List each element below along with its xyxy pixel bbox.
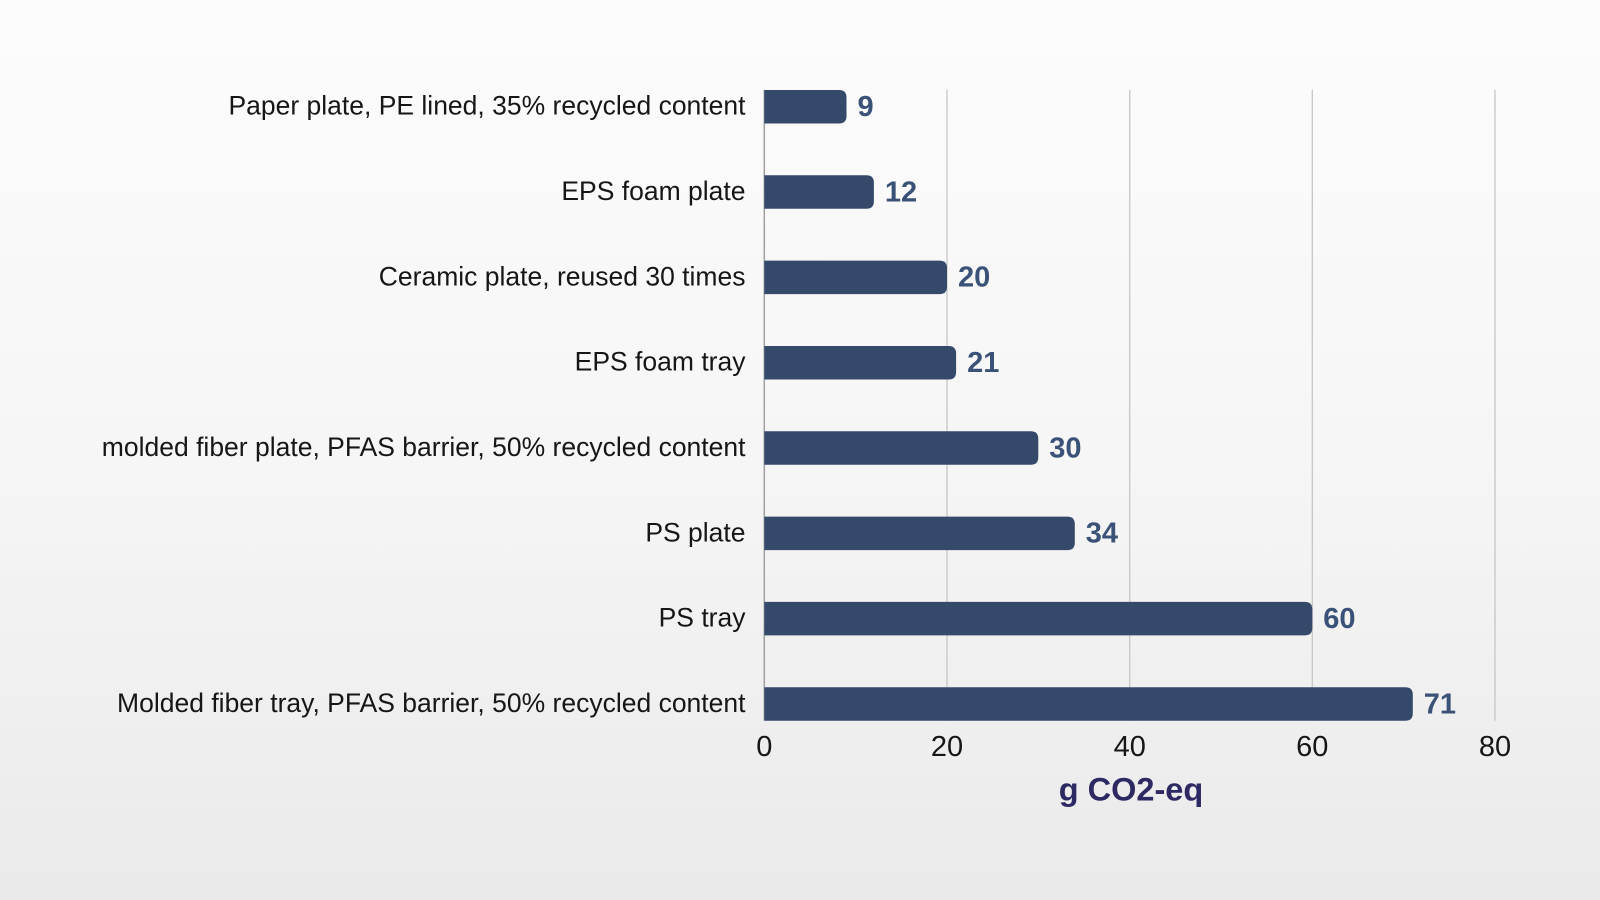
svg-text:Ceramic plate, reused 30 times: Ceramic plate, reused 30 times [379,261,746,291]
svg-text:0: 0 [756,731,772,763]
svg-text:21: 21 [967,347,999,379]
svg-text:Paper plate, PE lined, 35% rec: Paper plate, PE lined, 35% recycled cont… [228,91,746,121]
svg-text:60: 60 [1323,603,1355,635]
svg-text:20: 20 [931,731,963,763]
svg-text:80: 80 [1479,731,1511,763]
svg-text:34: 34 [1086,518,1118,550]
svg-text:71: 71 [1424,688,1456,720]
svg-text:20: 20 [958,262,990,294]
svg-text:PS tray: PS tray [659,603,747,633]
svg-text:12: 12 [885,176,917,208]
svg-text:EPS foam tray: EPS foam tray [575,347,747,377]
svg-text:Molded fiber tray, PFAS barrie: Molded fiber tray, PFAS barrier, 50% rec… [117,688,746,718]
svg-text:40: 40 [1114,731,1146,763]
svg-text:PS plate: PS plate [645,517,745,547]
svg-text:g CO2-eq: g CO2-eq [1059,771,1203,807]
svg-text:EPS foam plate: EPS foam plate [561,176,745,206]
svg-text:molded fiber plate, PFAS barri: molded fiber plate, PFAS barrier, 50% re… [102,432,746,462]
svg-text:30: 30 [1049,432,1081,464]
svg-text:9: 9 [858,91,874,123]
svg-text:60: 60 [1296,731,1328,763]
